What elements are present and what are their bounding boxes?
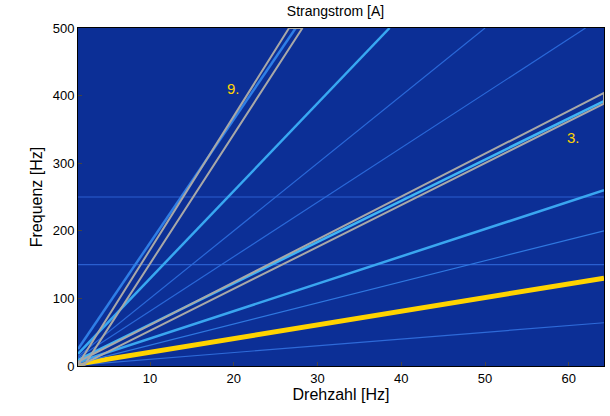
svg-text:60: 60 xyxy=(562,371,576,386)
svg-text:30: 30 xyxy=(310,371,324,386)
svg-text:Drehzahl [Hz]: Drehzahl [Hz] xyxy=(293,386,390,403)
svg-text:20: 20 xyxy=(227,371,241,386)
svg-text:200: 200 xyxy=(53,223,75,238)
svg-text:9.: 9. xyxy=(227,80,240,97)
svg-text:400: 400 xyxy=(53,88,75,103)
svg-text:Frequenz [Hz]: Frequenz [Hz] xyxy=(28,147,45,247)
svg-text:Strangstrom [A]: Strangstrom [A] xyxy=(287,3,384,19)
svg-text:50: 50 xyxy=(478,371,492,386)
svg-text:40: 40 xyxy=(394,371,408,386)
svg-text:10: 10 xyxy=(143,371,157,386)
svg-text:500: 500 xyxy=(53,21,75,36)
svg-text:0: 0 xyxy=(67,359,74,374)
svg-text:3.: 3. xyxy=(567,129,580,146)
svg-text:100: 100 xyxy=(53,291,75,306)
svg-text:300: 300 xyxy=(53,156,75,171)
